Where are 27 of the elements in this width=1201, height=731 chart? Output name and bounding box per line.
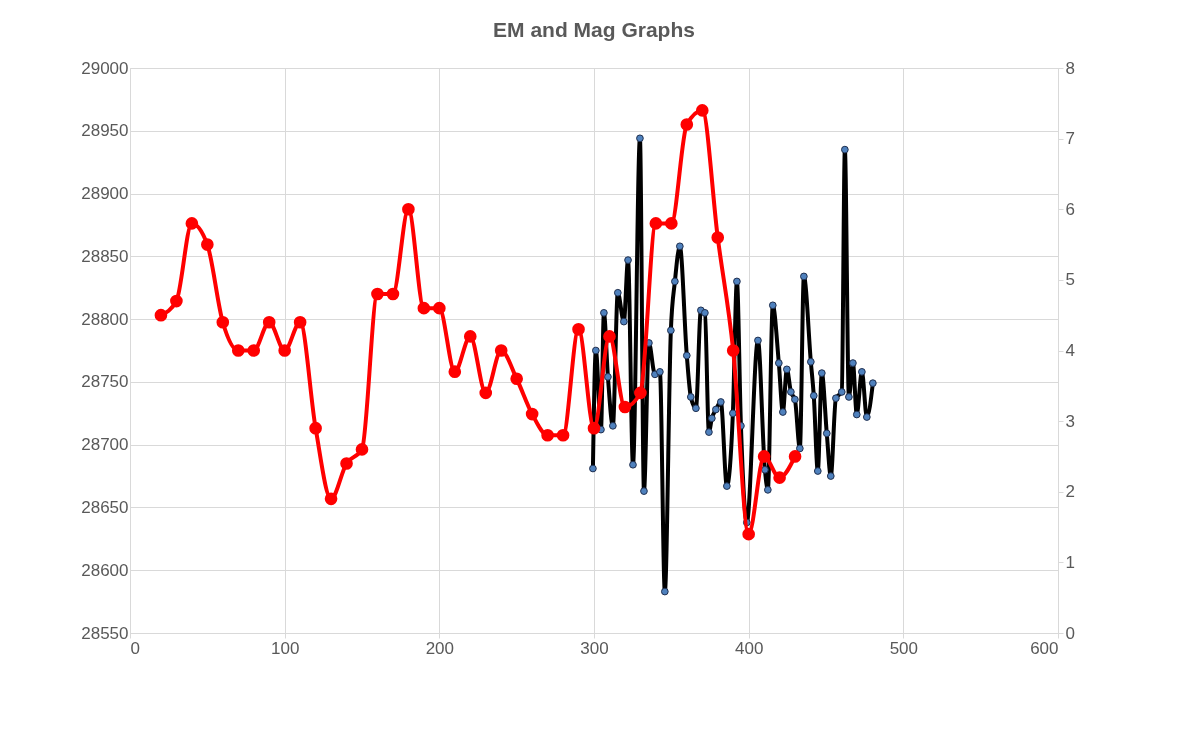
- y2-tick-label: 2: [1065, 482, 1075, 502]
- y2-tick-label: 1: [1065, 552, 1075, 572]
- y-tick-label: 28750: [81, 372, 129, 392]
- y-tick-label: 28950: [81, 121, 129, 141]
- x-tick-label: 300: [580, 638, 609, 658]
- y2-tick-label: 7: [1065, 129, 1075, 149]
- y2-tick-label: 6: [1065, 199, 1075, 219]
- y2-tick-label: 5: [1065, 270, 1075, 290]
- y-tick-label: 28550: [81, 623, 129, 643]
- y-tick-label: 28850: [81, 246, 129, 266]
- x-tick-label: 0: [130, 638, 140, 658]
- x-tick-label: 400: [734, 638, 764, 658]
- x-tick-label: 200: [425, 638, 455, 658]
- y2-tick-label: 0: [1065, 623, 1075, 643]
- y2-tick-label: 3: [1065, 411, 1075, 431]
- y2-tick-label: 8: [1065, 58, 1075, 78]
- x-tick-label: 600: [1030, 638, 1059, 658]
- y-tick-label: 28650: [81, 497, 129, 517]
- y-tick-label: 28900: [81, 184, 129, 204]
- y-tick-label: 29000: [81, 58, 129, 78]
- x-tick-label: 500: [889, 638, 919, 658]
- y-tick-label: 28600: [81, 560, 129, 580]
- chart-title: EM and Mag Graphs: [493, 18, 695, 41]
- y-tick-label: 28800: [81, 309, 129, 329]
- x-tick-label: 100: [270, 638, 300, 658]
- y2-tick-label: 4: [1065, 341, 1075, 360]
- y-tick-label: 28700: [81, 435, 129, 455]
